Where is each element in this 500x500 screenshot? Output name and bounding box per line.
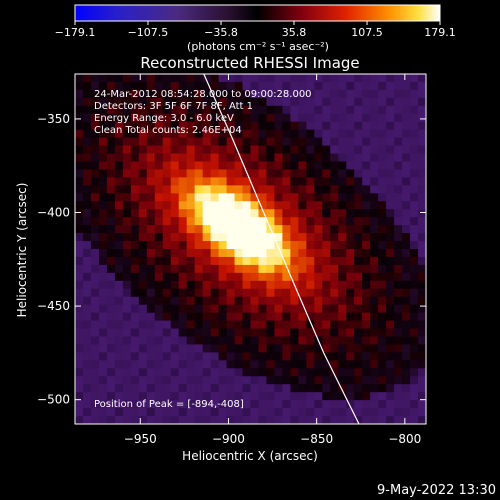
colorbar-ticks: −179.1 −107.5 −35.8 35.8 107.5 179.1 <box>55 21 456 39</box>
info-annotations: 24-Mar-2012 08:54:28.000 to 09:00:28.000… <box>94 89 312 136</box>
colorbar-tick-label: −107.5 <box>128 26 169 39</box>
x-tick-label: −950 <box>124 432 157 446</box>
y-tick-label: −350 <box>37 112 70 126</box>
colorbar-tick-label: 179.1 <box>424 26 456 39</box>
annotation-time-range: 24-Mar-2012 08:54:28.000 to 09:00:28.000 <box>94 89 312 100</box>
annotation-energy-range: Energy Range: 3.0 - 6.0 keV <box>94 113 234 124</box>
colorbar-tick-label: 107.5 <box>351 26 383 39</box>
heatmap <box>75 74 426 424</box>
annotation-clean-counts: Clean Total counts: 2.46E+04 <box>94 125 242 136</box>
y-axis-label: Heliocentric Y (arcsec) <box>15 183 29 318</box>
footer-timestamp: 9-May-2022 13:30 <box>377 483 496 498</box>
colorbar-units: (photons cm⁻² s⁻¹ asec⁻²) <box>187 40 329 53</box>
chart-title: Reconstructed RHESSI Image <box>140 54 359 72</box>
colorbar-tick-label: −35.8 <box>204 26 238 39</box>
x-tick-label: −800 <box>388 432 421 446</box>
solar-limb-line <box>203 74 360 424</box>
plot-frame <box>74 73 427 425</box>
annotation-detectors: Detectors: 3F 5F 6F 7F 8F, Att 1 <box>94 101 253 112</box>
y-tick-label: −400 <box>37 206 70 220</box>
x-tick-label: −850 <box>300 432 333 446</box>
y-tick-label: −500 <box>37 393 70 407</box>
colorbar <box>74 4 441 22</box>
y-tick-label: −450 <box>37 299 70 313</box>
colorbar-tick-label: 35.8 <box>282 26 307 39</box>
x-tick-label: −900 <box>212 432 245 446</box>
x-axis-label: Heliocentric X (arcsec) <box>182 449 318 463</box>
peak-position-label: Position of Peak = [-894,-408] <box>94 399 244 410</box>
colorbar-tick-label: −179.1 <box>55 26 96 39</box>
axis-ticks: −950 −900 −850 −800 −350 −400 −450 −500 <box>37 74 426 446</box>
